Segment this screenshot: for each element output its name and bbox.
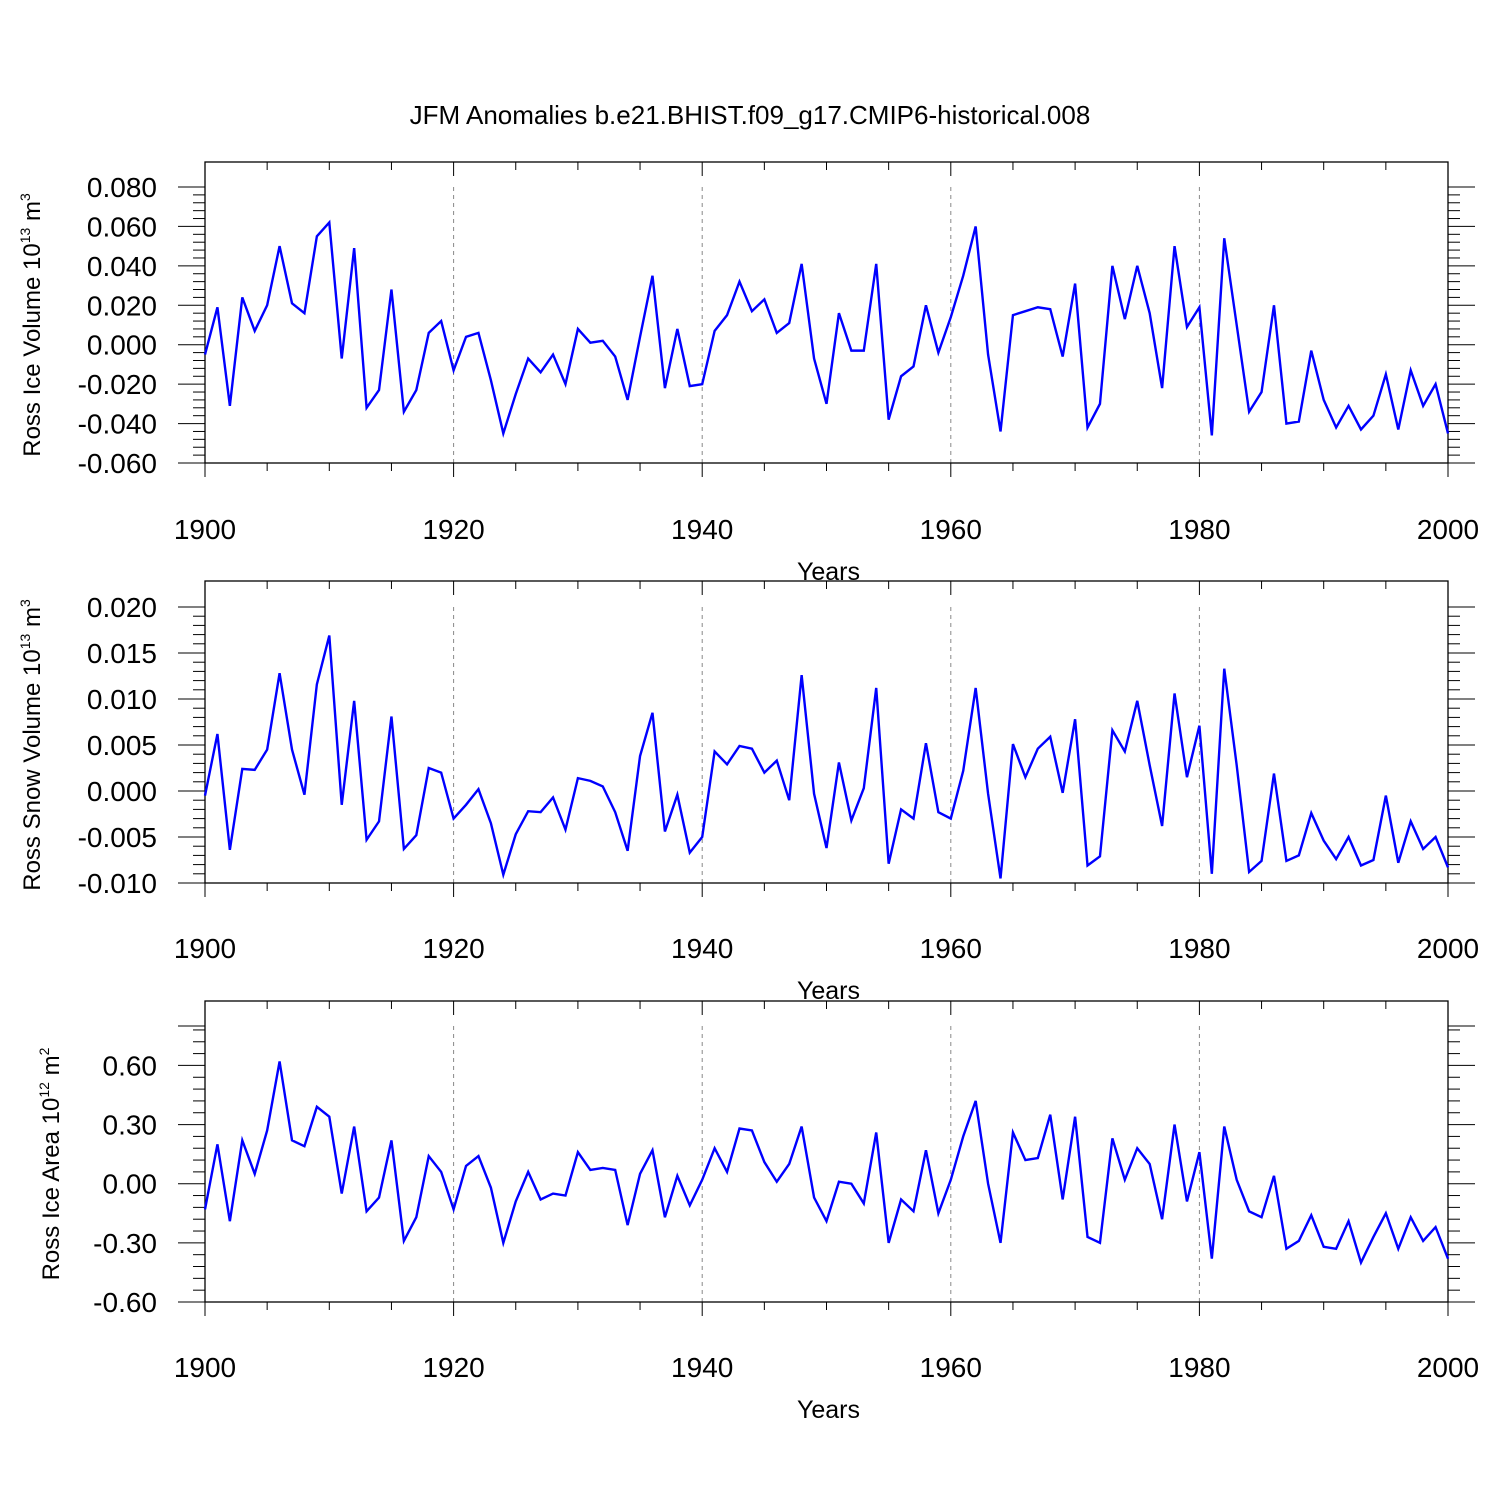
x-axis-label: Years [797, 1396, 860, 1424]
y-axis-label-text: m [19, 607, 46, 634]
y-tick-label: 0.020 [87, 290, 157, 321]
x-axis-label: Years [797, 558, 860, 586]
y-axis-label-superscript: 3 [17, 193, 33, 201]
y-tick-label: 0.000 [87, 330, 157, 361]
y-axis-label-text: m [19, 201, 46, 228]
y-axis-label-text: m [38, 1055, 65, 1082]
x-tick-label-1900: 1900 [174, 514, 236, 545]
y-tick-label: -0.060 [78, 448, 157, 479]
y-axis-label-text: Ross Snow Volume 10 [19, 649, 46, 890]
series-line [203, 635, 1450, 880]
y-tick-label: 0.005 [87, 730, 157, 761]
y-tick-label: -0.040 [78, 409, 157, 440]
y-tick-label: 0.040 [87, 251, 157, 282]
x-tick-label-1940: 1940 [671, 514, 733, 545]
figure-title: JFM Anomalies b.e21.BHIST.f09_g17.CMIP6-… [410, 100, 1091, 130]
panel-3: 1900 1920 1940 1960 1980 2000 Years -0.60 -0.30 0… [36, 1000, 1479, 1424]
y-axis-label-superscript: 13 [17, 228, 33, 244]
y-tick-label: 0.015 [87, 638, 157, 669]
series-line [203, 1061, 1450, 1266]
y-axis-label-text: Ross Ice Area 10 [38, 1098, 65, 1281]
y-tick-label: -0.005 [78, 822, 157, 853]
panel-1: 1900 1920 1940 1960 1980 2000 Years -0.060 -0.04… [17, 161, 1479, 586]
y-tick-label: 0.30 [103, 1110, 158, 1141]
x-tick-label-1900: 1900 [174, 933, 236, 964]
y-tick-label: -0.010 [78, 868, 157, 899]
y-tick-label: -0.60 [93, 1287, 157, 1318]
y-axis-label-text: Ross Ice Volume 10 [19, 243, 46, 456]
x-tick-label-1940: 1940 [671, 933, 733, 964]
x-tick-label-1920: 1920 [422, 514, 484, 545]
y-axis-label-superscript: 2 [36, 1047, 52, 1055]
x-tick-label-1940: 1940 [671, 1352, 733, 1383]
x-tick-label-1980: 1980 [1168, 514, 1230, 545]
y-axis-label-superscript: 13 [17, 634, 33, 650]
y-tick-label: 0.020 [87, 592, 157, 623]
x-tick-label-1960: 1960 [920, 514, 982, 545]
y-tick-label: 0.060 [87, 211, 157, 242]
x-tick-label-1920: 1920 [422, 1352, 484, 1383]
x-tick-label-1980: 1980 [1168, 1352, 1230, 1383]
panel-2: 1900 1920 1940 1960 1980 2000 Years -0.010 -0.00… [17, 580, 1479, 1005]
y-tick-label: -0.30 [93, 1228, 157, 1259]
y-axis-label: Ross Ice Volume 1013 m3 [17, 193, 46, 457]
x-tick-label-2000: 2000 [1417, 933, 1479, 964]
y-tick-label: 0.010 [87, 684, 157, 715]
y-tick-label: 0.080 [87, 172, 157, 203]
x-tick-label-1920: 1920 [422, 933, 484, 964]
x-tick-label-2000: 2000 [1417, 1352, 1479, 1383]
y-tick-label: 0.60 [103, 1050, 158, 1081]
x-axis-label: Years [797, 977, 860, 1005]
y-axis-label: Ross Snow Volume 1013 m3 [17, 599, 46, 891]
y-tick-label: -0.020 [78, 369, 157, 400]
y-axis-label: Ross Ice Area 1012 m2 [36, 1047, 65, 1280]
x-tick-label-2000: 2000 [1417, 514, 1479, 545]
x-tick-label-1900: 1900 [174, 1352, 236, 1383]
y-axis-label-superscript: 12 [36, 1082, 52, 1098]
x-tick-label-1960: 1960 [920, 933, 982, 964]
y-axis-label-superscript: 3 [17, 599, 33, 607]
y-tick-label: 0.00 [103, 1169, 158, 1200]
x-tick-label-1980: 1980 [1168, 933, 1230, 964]
x-tick-label-1960: 1960 [920, 1352, 982, 1383]
series-line [203, 219, 1450, 438]
y-tick-label: 0.000 [87, 776, 157, 807]
